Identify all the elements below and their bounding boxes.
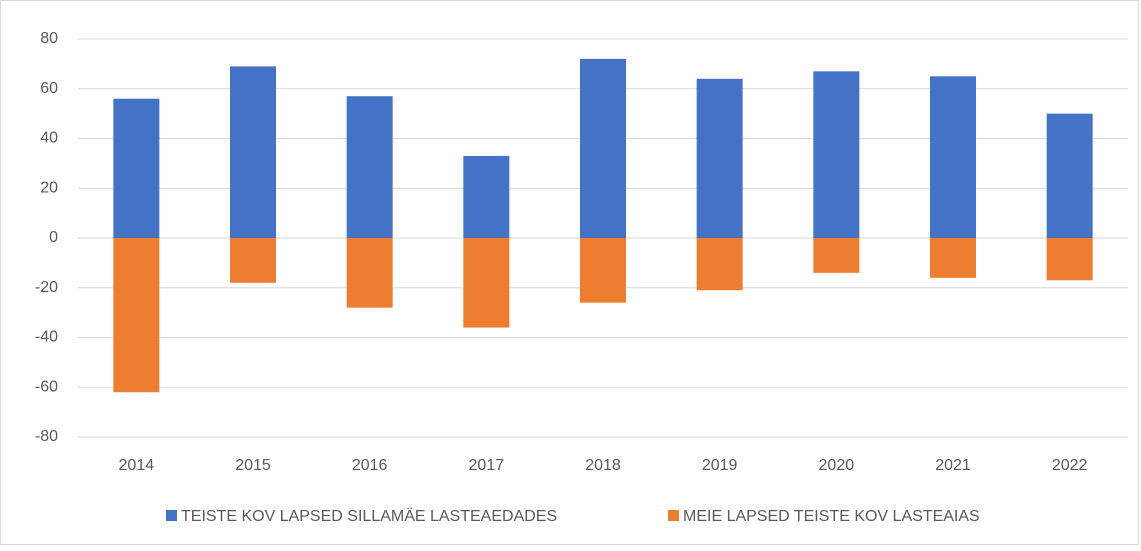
bar <box>580 58 626 239</box>
bar <box>463 155 510 238</box>
bar <box>346 238 393 308</box>
legend-swatch <box>166 510 177 521</box>
y-tick-label: -60 <box>35 378 58 395</box>
x-tick-label: 2020 <box>819 457 855 474</box>
x-tick-label: 2016 <box>352 457 388 474</box>
bar <box>696 78 743 238</box>
legend-label: TEISTE KOV LAPSED SILLAMÄE LASTEAEDADES <box>181 507 557 525</box>
bar <box>930 238 976 278</box>
bar <box>113 238 160 393</box>
bar <box>230 238 276 283</box>
bar <box>930 76 976 238</box>
bar <box>113 98 160 238</box>
x-tick-label: 2014 <box>119 457 155 474</box>
y-tick-label: 0 <box>49 229 58 246</box>
bar <box>346 96 393 239</box>
bar <box>813 71 860 239</box>
bar <box>1046 113 1093 238</box>
y-tick-label: 40 <box>40 130 58 147</box>
x-tick-label: 2017 <box>469 457 505 474</box>
x-tick-label: 2018 <box>585 457 621 474</box>
bar <box>696 238 743 291</box>
bar <box>1046 238 1093 281</box>
bar <box>813 238 860 273</box>
y-tick-label: 60 <box>40 80 58 97</box>
y-tick-label: -80 <box>35 428 58 445</box>
x-tick-label: 2022 <box>1052 457 1088 474</box>
y-tick-label: 80 <box>40 30 58 47</box>
y-tick-label: -20 <box>35 279 58 296</box>
y-tick-label: 20 <box>40 179 58 196</box>
bar <box>580 238 626 303</box>
x-tick-label: 2021 <box>935 457 971 474</box>
x-tick-label: 2019 <box>702 457 738 474</box>
legend-swatch <box>668 510 679 521</box>
x-tick-label: 2015 <box>235 457 271 474</box>
bar <box>230 66 276 238</box>
legend-label: MEIE LAPSED TEISTE KOV LASTEAIAS <box>683 508 980 525</box>
y-tick-label: -40 <box>35 329 58 346</box>
bar <box>463 238 510 328</box>
